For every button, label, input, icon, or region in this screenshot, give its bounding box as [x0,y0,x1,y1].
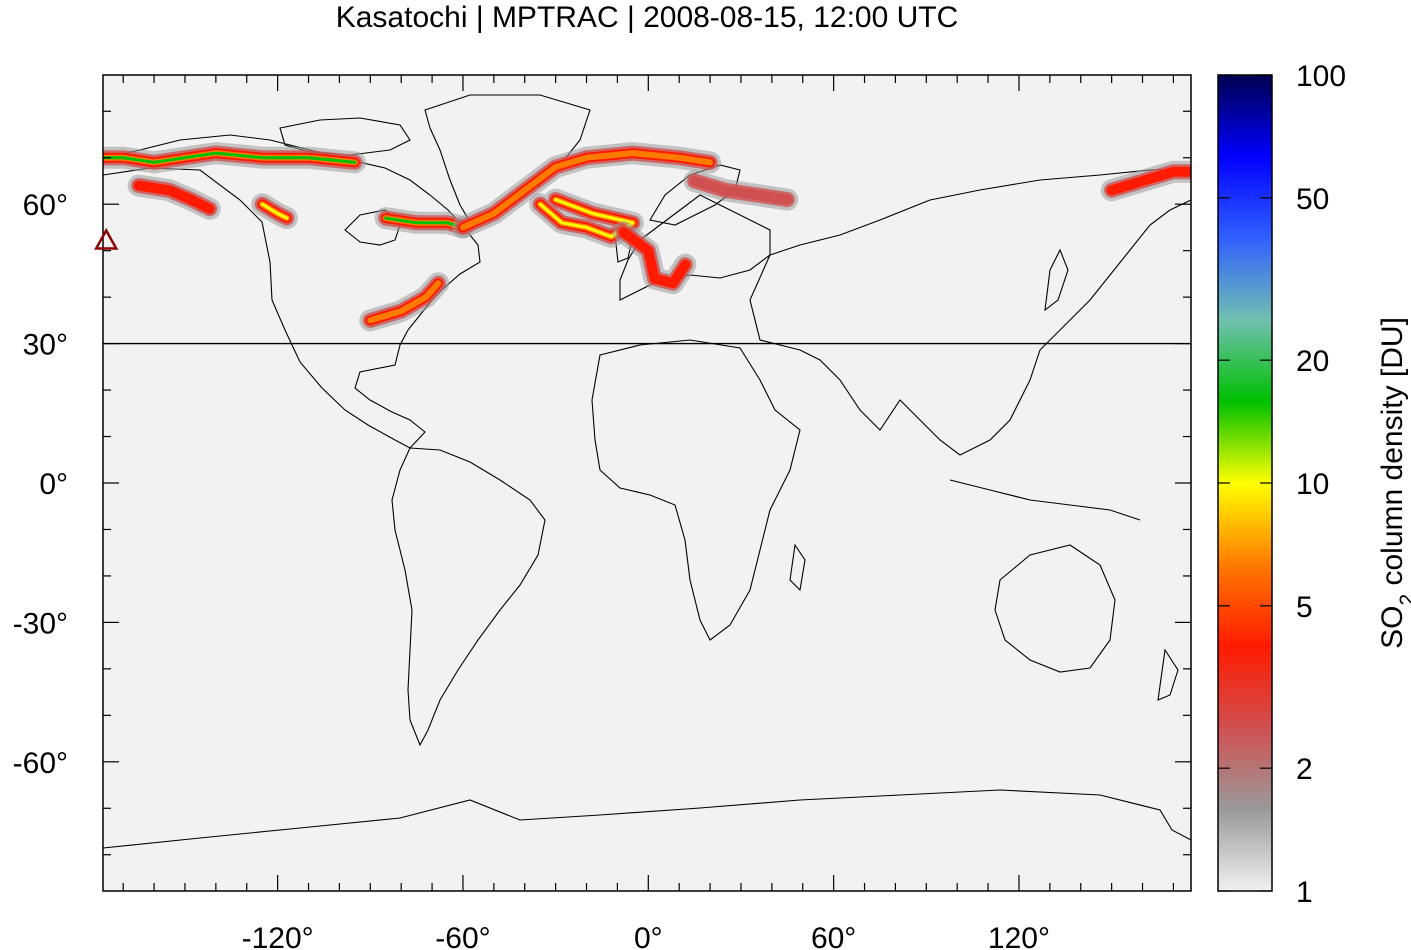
coastline-antarctica [103,789,1191,849]
y-tick-label: 60° [23,189,68,222]
coastline-north-america [103,134,481,449]
colorbar-tick-label: 20 [1296,345,1329,378]
x-tick-label: -60° [435,922,490,950]
colorbar-tick-label: 2 [1296,753,1313,786]
coastline-africa [591,339,801,641]
so2-plume-segment [461,151,712,229]
x-tick-label: 0° [634,922,663,950]
kasatochi-volcano-marker [94,227,119,250]
y-tick-label: 0° [39,468,68,501]
so2-plume-layer [103,142,1191,332]
y-tick-label: -30° [13,607,68,640]
so2-plume-segment [260,202,289,220]
x-tick-label: 60° [811,922,856,950]
coastline-madagascar [789,543,806,592]
so2-plume-segment [538,198,635,239]
colorbar-tick-label: 50 [1296,183,1329,216]
x-tick-label: -120° [242,922,314,950]
so2-plume-segment [1110,170,1191,192]
coastline-asia [749,167,1191,456]
so2-plume-segment [622,230,687,285]
coastline-scandinavia [649,164,741,226]
colorbar-label: SO2 column density [DU] [1376,317,1411,649]
so2-plume-segment [368,281,440,322]
coastline-japan [1044,248,1069,312]
so2-plume-segment [137,184,212,211]
colorbar-tick-label: 5 [1296,591,1313,624]
so2-plume-segment [103,151,357,164]
y-tick-label: 30° [23,329,68,362]
so2-plume-segment [693,179,789,202]
chart-title: Kasatochi | MPTRAC | 2008-08-15, 12:00 U… [335,1,959,34]
coastline-indonesia [949,479,1141,521]
coastline-hudson-bay [344,209,401,246]
y-tick-label: -60° [13,747,68,780]
colorbar-tick-label: 100 [1296,60,1346,93]
coastline-south-america [391,447,546,747]
coastline-new-zealand [1157,648,1179,701]
axes: -120° -60° 0° 60° 120° 60° 30° 0° -30° -60° [13,75,1191,950]
colorbar-tick-label: 10 [1296,468,1329,501]
coastline-australia [994,544,1116,673]
colorbar-tick-label: 1 [1296,876,1313,909]
colorbar-ticks: 1 2 5 10 20 50 100 [1218,60,1346,909]
x-tick-label: 120° [988,922,1050,950]
